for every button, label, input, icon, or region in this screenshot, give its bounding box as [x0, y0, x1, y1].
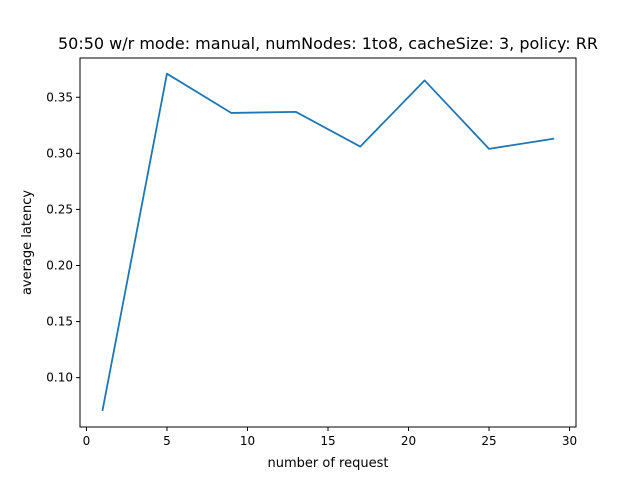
x-tick-label: 30: [562, 434, 577, 448]
chart-title: 50:50 w/r mode: manual, numNodes: 1to8, …: [58, 34, 598, 53]
x-tick-label: 20: [401, 434, 416, 448]
y-tick-label: 0.15: [46, 315, 73, 329]
x-tick-label: 0: [83, 434, 91, 448]
plot-area: [101, 72, 555, 412]
x-axis-label: number of request: [268, 456, 389, 471]
x-tick-label: 15: [320, 434, 335, 448]
y-axis: 0.10 0.15 0.20 0.25 0.30 0.35: [46, 90, 80, 385]
y-tick-label: 0.35: [46, 90, 73, 104]
y-tick-label: 0.10: [46, 371, 73, 385]
y-tick-label: 0.30: [46, 146, 73, 160]
y-tick-label: 0.20: [46, 258, 73, 272]
y-tick-label: 0.25: [46, 202, 73, 216]
x-tick-label: 25: [481, 434, 496, 448]
plot-frame: [79, 57, 577, 428]
x-tick-label: 5: [163, 434, 171, 448]
y-axis-label: average latency: [20, 190, 35, 295]
x-axis: 0 5 10 15 20 25 30: [83, 427, 577, 448]
x-tick-label: 10: [240, 434, 255, 448]
series-line: [101, 72, 555, 412]
